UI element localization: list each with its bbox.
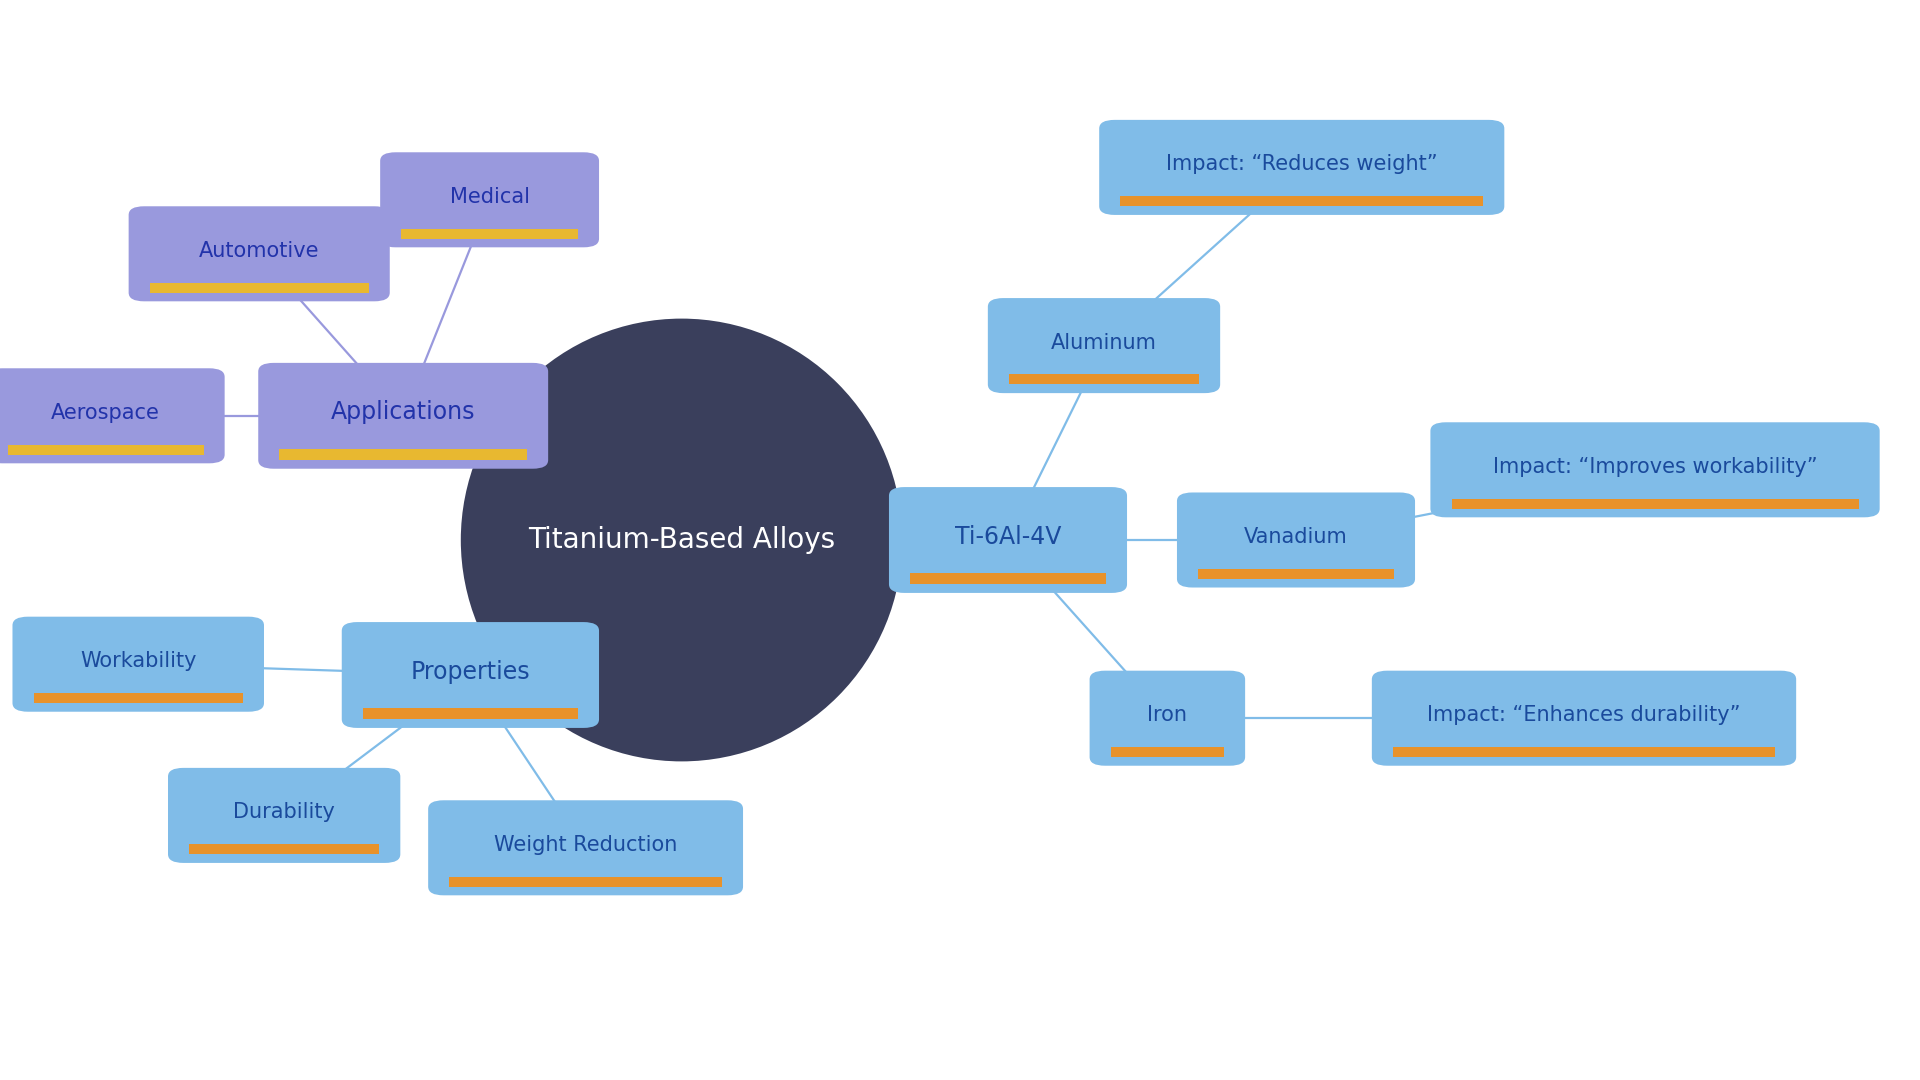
Bar [278, 448, 526, 460]
FancyBboxPatch shape [129, 206, 390, 301]
Text: Impact: “Reduces weight”: Impact: “Reduces weight” [1165, 154, 1438, 174]
Text: Automotive: Automotive [200, 241, 319, 260]
FancyBboxPatch shape [257, 363, 549, 469]
Text: Properties: Properties [411, 660, 530, 684]
Text: Ti-6Al-4V: Ti-6Al-4V [954, 525, 1062, 549]
FancyBboxPatch shape [380, 152, 599, 247]
Bar [401, 229, 578, 239]
Text: Impact: “Enhances durability”: Impact: “Enhances durability” [1427, 705, 1741, 725]
Bar [33, 693, 242, 703]
FancyBboxPatch shape [12, 617, 265, 712]
Bar [1392, 747, 1774, 757]
Text: Aluminum: Aluminum [1050, 333, 1158, 352]
Text: Weight Reduction: Weight Reduction [493, 835, 678, 854]
Text: Impact: “Improves workability”: Impact: “Improves workability” [1492, 457, 1818, 476]
FancyBboxPatch shape [1098, 120, 1505, 215]
Bar [910, 572, 1106, 584]
FancyBboxPatch shape [428, 800, 743, 895]
Ellipse shape [461, 319, 902, 761]
Text: Applications: Applications [330, 401, 476, 424]
Bar [1198, 569, 1394, 579]
FancyBboxPatch shape [1089, 671, 1244, 766]
FancyBboxPatch shape [1177, 492, 1415, 588]
Text: Medical: Medical [449, 187, 530, 206]
Bar [1010, 375, 1198, 384]
FancyBboxPatch shape [987, 298, 1221, 393]
Bar [8, 445, 204, 455]
Text: Aerospace: Aerospace [52, 403, 159, 422]
FancyBboxPatch shape [169, 768, 399, 863]
Text: Vanadium: Vanadium [1244, 527, 1348, 546]
Bar [1110, 747, 1225, 757]
Text: Workability: Workability [81, 651, 196, 671]
Text: Titanium-Based Alloys: Titanium-Based Alloys [528, 526, 835, 554]
Bar [1119, 197, 1482, 206]
FancyBboxPatch shape [1371, 671, 1795, 766]
Bar [1452, 499, 1859, 509]
FancyBboxPatch shape [342, 622, 599, 728]
FancyBboxPatch shape [0, 368, 225, 463]
Bar [150, 283, 369, 293]
Bar [449, 877, 722, 887]
Text: Iron: Iron [1148, 705, 1187, 725]
Text: Durability: Durability [232, 802, 336, 822]
FancyBboxPatch shape [1430, 422, 1880, 517]
FancyBboxPatch shape [889, 487, 1127, 593]
Bar [363, 707, 578, 719]
Bar [188, 845, 380, 854]
